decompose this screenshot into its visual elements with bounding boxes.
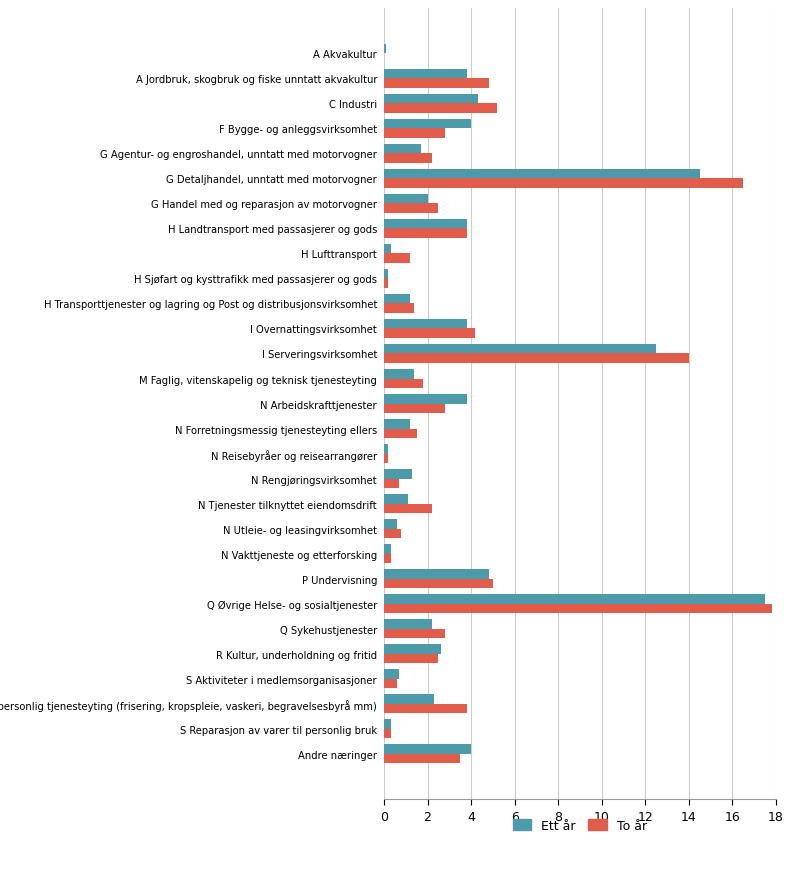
Bar [384,629,445,639]
Bar [384,244,390,254]
Bar [384,295,410,304]
Bar [384,620,432,629]
Bar [384,704,466,713]
Bar [384,345,656,354]
Legend: Ett år, To år: Ett år, To år [508,813,652,837]
Bar [384,569,489,579]
Bar [384,645,441,654]
Bar [384,454,388,463]
Bar [384,269,388,279]
Bar [384,179,743,189]
Bar [384,669,399,679]
Bar [384,320,466,329]
Bar [384,579,493,588]
Bar [384,469,412,479]
Bar [384,144,421,154]
Bar [384,379,423,388]
Bar [384,44,386,54]
Bar [384,604,772,614]
Bar [384,745,471,754]
Bar [384,479,399,488]
Bar [384,254,410,263]
Bar [384,120,471,129]
Bar [384,369,414,379]
Bar [384,720,390,729]
Bar [384,494,408,504]
Bar [384,754,460,764]
Bar [384,679,397,688]
Bar [384,104,498,114]
Bar [384,329,475,339]
Bar [384,529,402,539]
Bar [384,429,417,439]
Bar [384,504,432,514]
Bar [384,404,445,414]
Bar [384,220,466,229]
Bar [384,395,466,404]
Bar [384,445,388,454]
Bar [384,654,438,664]
Bar [384,304,414,314]
Bar [384,545,390,554]
Bar [384,154,432,163]
Bar [384,169,700,179]
Bar [384,279,388,289]
Bar [384,554,390,564]
Bar [384,195,427,204]
Bar [384,420,410,429]
Bar [384,520,397,529]
Bar [384,694,434,704]
Bar [384,204,438,214]
Bar [384,79,489,89]
Bar [384,729,390,739]
Bar [384,70,466,79]
Bar [384,95,478,104]
Bar [384,129,445,139]
Bar [384,594,765,604]
Bar [384,229,466,239]
Bar [384,354,689,363]
